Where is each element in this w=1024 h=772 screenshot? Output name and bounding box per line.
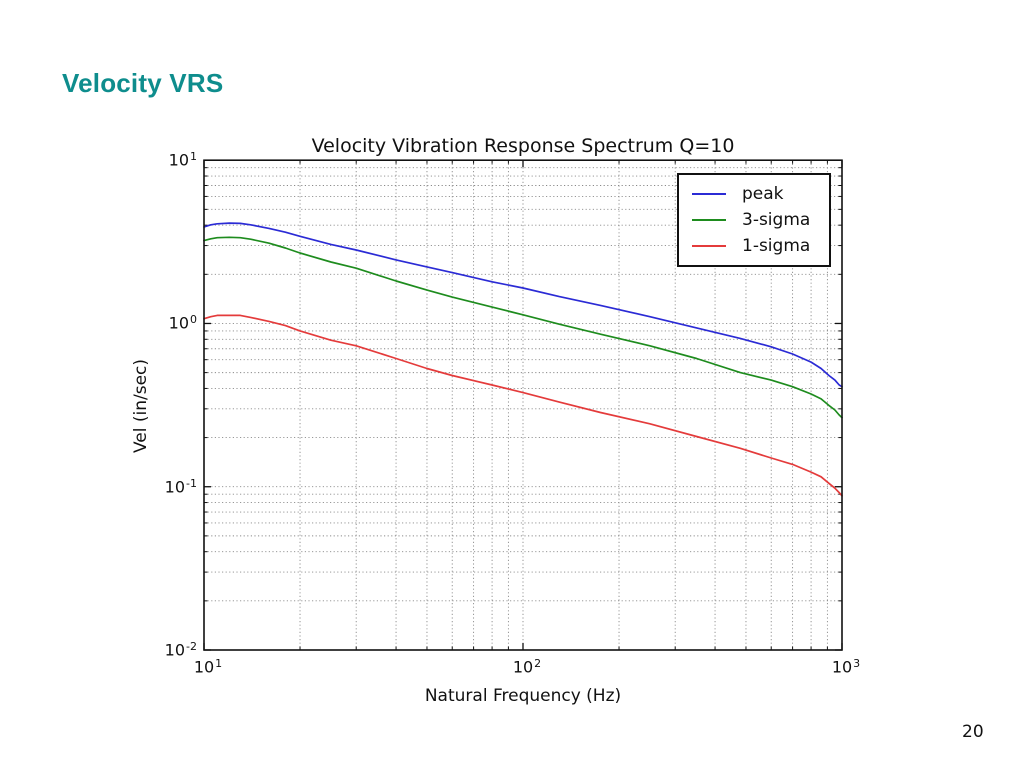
legend-label-3sigma: 3-sigma — [742, 209, 811, 230]
x-tick-label-1: 101 — [193, 657, 223, 677]
y-tick-label-1: 101 — [168, 150, 197, 170]
x-axis-label: Natural Frequency (Hz) — [424, 686, 622, 706]
y-tick-label-0: 100 — [168, 313, 197, 333]
legend-label-peak: peak — [742, 183, 784, 204]
y-tick-label--2: 10-2 — [164, 640, 197, 660]
legend-line-swatch-peak — [692, 193, 726, 195]
series-line-peak — [203, 222, 843, 388]
x-tick-label-2: 102 — [512, 657, 542, 677]
slide-title: Velocity VRS — [62, 68, 224, 98]
x-tick-label-3: 103 — [831, 657, 861, 677]
legend-line-swatch-1sigma — [692, 245, 726, 247]
page-number: 20 — [962, 722, 984, 742]
series-line-3-sigma — [203, 236, 843, 419]
legend: peak 3-sigma 1-sigma — [677, 173, 831, 267]
y-tick-label--1: 10-1 — [164, 476, 197, 497]
chart-title: Velocity Vibration Response Spectrum Q=1… — [311, 135, 735, 157]
legend-label-1sigma: 1-sigma — [742, 235, 811, 256]
legend-item-3sigma: 3-sigma — [692, 209, 829, 230]
series-line-1-sigma — [203, 314, 843, 497]
legend-line-swatch-3sigma — [692, 219, 726, 221]
y-axis-label: Vel (in/sec) — [131, 358, 151, 454]
legend-item-peak: peak — [692, 183, 829, 204]
legend-item-1sigma: 1-sigma — [692, 235, 829, 256]
